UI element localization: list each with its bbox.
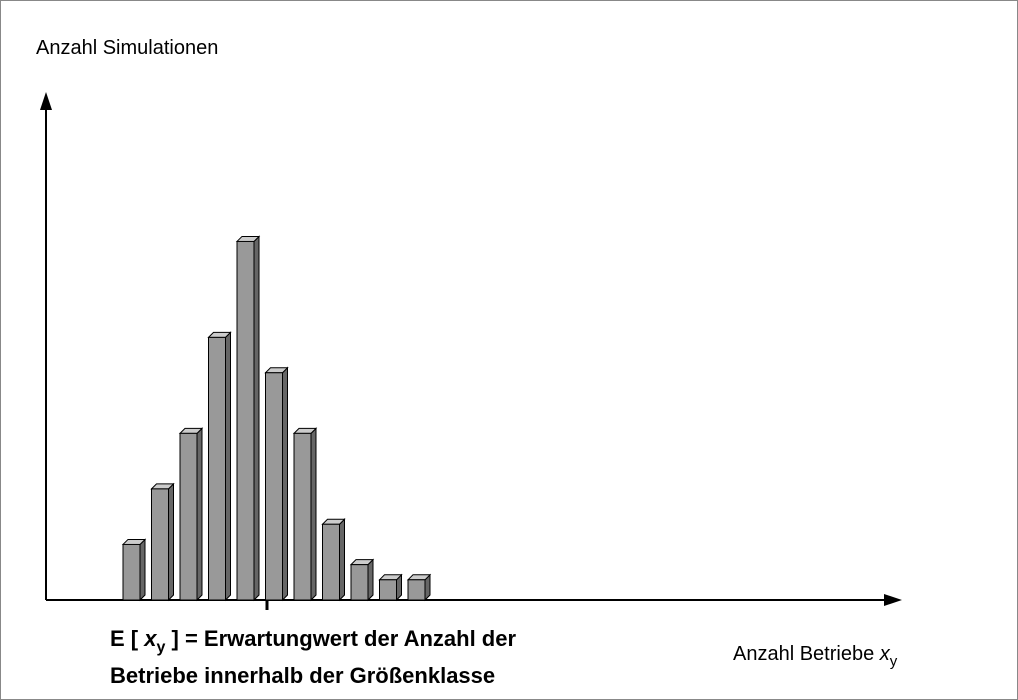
annotation-sub: y: [156, 639, 165, 656]
annotation-pre: E [: [110, 626, 144, 651]
bar-front: [122, 543, 141, 601]
bar-side: [196, 427, 203, 602]
x-label-sub: y: [890, 653, 898, 670]
bar-front: [236, 240, 255, 601]
bar-front: [265, 372, 283, 601]
bar: [121, 538, 147, 602]
y-axis-arrow: [40, 92, 52, 110]
bar: [406, 573, 432, 602]
bar-front: [293, 432, 312, 601]
x-label-var: x: [879, 643, 891, 665]
bar: [235, 235, 261, 602]
bar-front: [350, 564, 369, 601]
bar-side: [139, 538, 146, 602]
bar: [150, 482, 175, 602]
annotation-post: ] = Erwartungwert der Anzahl der: [165, 626, 516, 651]
bar: [178, 427, 204, 602]
bar: [378, 573, 403, 602]
annotation-line2: Betriebe innerhalb der Größenklasse: [110, 663, 495, 688]
annotation-var: x: [143, 626, 157, 651]
bar-front: [407, 579, 426, 601]
bar: [207, 331, 232, 602]
bar: [264, 366, 289, 602]
bar: [321, 518, 346, 602]
bar-front: [379, 579, 397, 601]
bar-side: [168, 482, 174, 602]
x-label-text: Anzahl Betriebe: [733, 643, 880, 665]
bar-side: [367, 558, 374, 602]
annotation-line1: E [ xy ] = Erwartungwert der Anzahl der: [110, 626, 516, 656]
bar-front: [179, 432, 198, 601]
bar: [292, 427, 318, 602]
x-axis-arrow: [884, 594, 902, 606]
y-axis-label: Anzahl Simulationen: [36, 37, 218, 59]
bar-side: [339, 518, 345, 602]
bar: [349, 558, 375, 602]
bar-front: [322, 523, 340, 601]
bar-front: [151, 488, 169, 601]
x-axis-label: Anzahl Betriebe xy: [733, 643, 898, 670]
bar-side: [253, 235, 260, 602]
bar-side: [225, 331, 231, 602]
bars: [121, 235, 432, 602]
bar-side: [310, 427, 317, 602]
bar-front: [208, 336, 226, 601]
bar-side: [282, 366, 288, 602]
